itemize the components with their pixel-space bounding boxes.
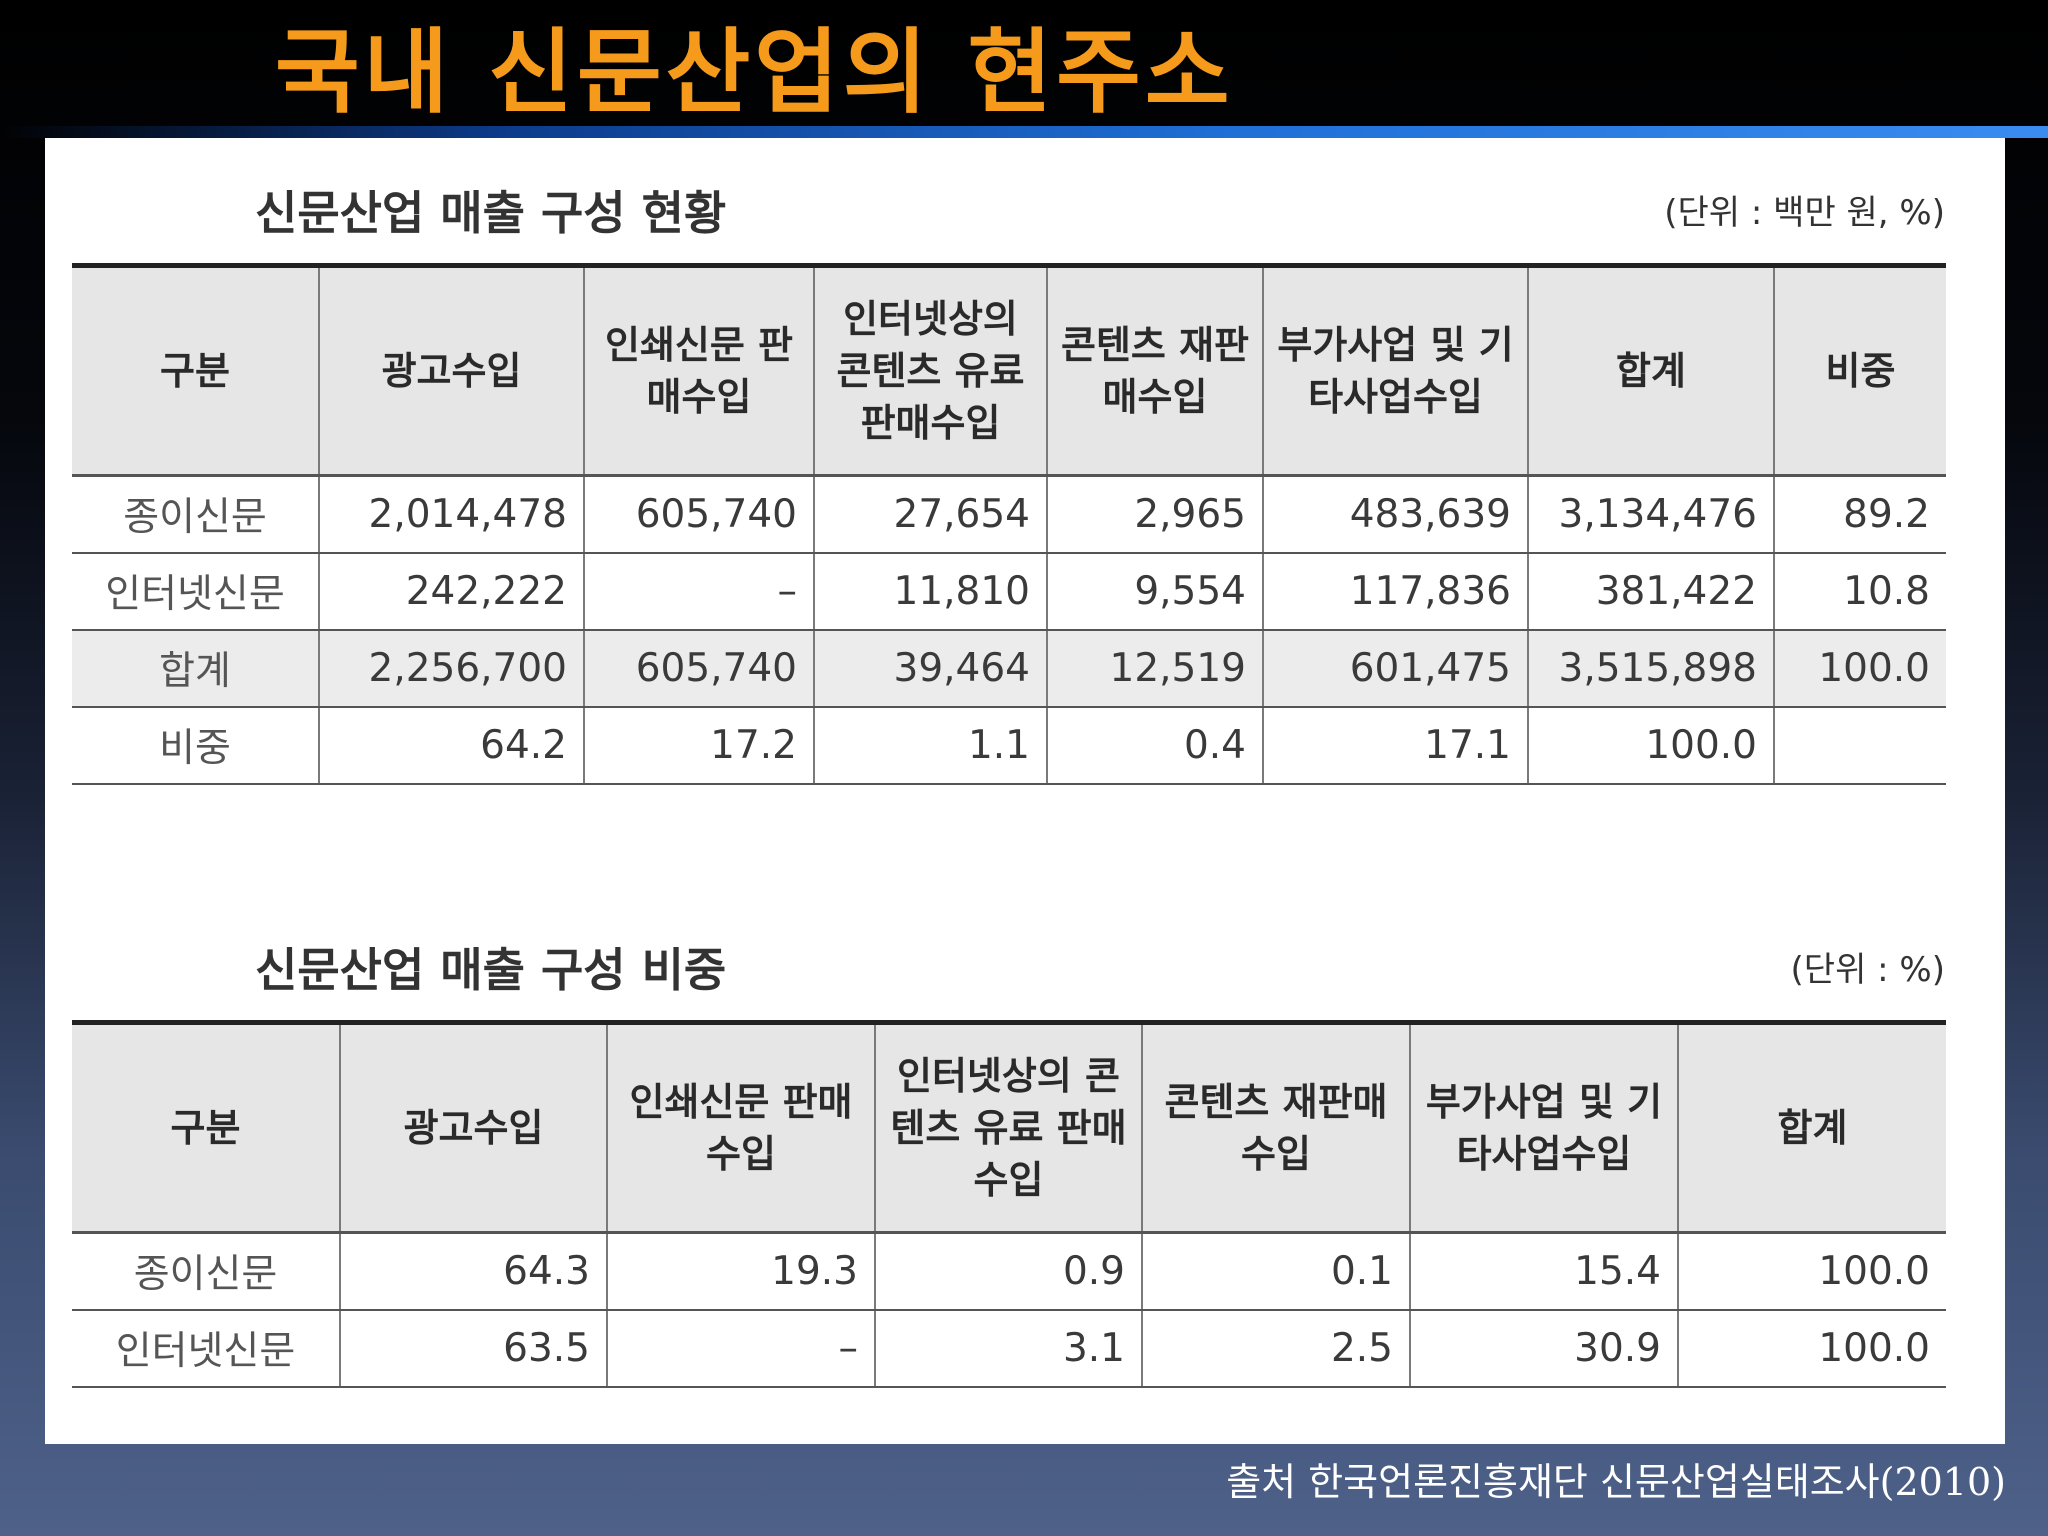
- table-cell: 64.3: [339, 1232, 607, 1311]
- row-label: 종이신문: [72, 475, 319, 554]
- table-cell: 2,014,478: [318, 475, 584, 554]
- content-panel: 신문산업 매출 구성 현황 (단위 : 백만 원, %) 구분 광고수입 인쇄신문 …: [45, 138, 2005, 1444]
- table1-col-header: 인쇄신문 판매수입: [583, 263, 814, 477]
- table2-col-header: 구분: [72, 1020, 340, 1234]
- table-cell: 12,519: [1046, 629, 1263, 708]
- table-cell: 3,515,898: [1527, 629, 1774, 708]
- table-cell: [1773, 706, 1946, 785]
- table-cell: 17.2: [583, 706, 814, 785]
- table-cell: 19.3: [606, 1232, 875, 1311]
- table-cell: 483,639: [1262, 475, 1528, 554]
- table-cell: 2,256,700: [318, 629, 584, 708]
- row-label: 인터넷신문: [72, 1309, 340, 1388]
- table1-unit: (단위 : 백만 원, %): [1664, 193, 1945, 233]
- slide-title: 국내 신문산업의 현주소: [275, 18, 1234, 126]
- table-cell: 10.8: [1773, 552, 1946, 631]
- table2-col-header: 합계: [1677, 1020, 1946, 1234]
- table2-title: 신문산업 매출 구성 비중: [255, 943, 727, 997]
- table-cell: 381,422: [1527, 552, 1774, 631]
- table1-col-header: 비중: [1773, 263, 1946, 477]
- table-cell: 89.2: [1773, 475, 1946, 554]
- table1-header: 신문산업 매출 구성 현황 (단위 : 백만 원, %): [45, 178, 2005, 248]
- table1-col-header: 광고수입: [318, 263, 584, 477]
- table-row: 종이신문 64.3 19.3 0.9 0.1 15.4 100.0: [72, 1232, 1946, 1311]
- row-label: 합계: [72, 629, 319, 708]
- table-row: 인터넷신문 63.5–3.1 2.5 30.9 100.0: [72, 1309, 1946, 1388]
- table-cell: 100.0: [1527, 706, 1774, 785]
- revenue-composition-table: 구분 광고수입 인쇄신문 판매수입 인터넷상의 콘텐츠 유료 판매수입 콘텐츠 재판매수…: [72, 263, 1946, 785]
- row-label: 인터넷신문: [72, 552, 319, 631]
- table-cell: 3,134,476: [1527, 475, 1774, 554]
- table2-col-header: 인쇄신문 판매수입: [606, 1020, 875, 1234]
- table-cell: 11,810: [813, 552, 1047, 631]
- table-row: 인터넷신문 242,222–11,810 9,554 117,836 381,422 10…: [72, 552, 1946, 631]
- table-cell: 0.4: [1046, 706, 1263, 785]
- table-cell: 2.5: [1141, 1309, 1410, 1388]
- table-cell: 2,965: [1046, 475, 1263, 554]
- table1-col-header: 부가사업 및 기타사업수입: [1262, 263, 1528, 477]
- table-cell: 64.2: [318, 706, 584, 785]
- table-cell: 0.9: [874, 1232, 1142, 1311]
- table-cell: 27,654: [813, 475, 1047, 554]
- table2-col-header: 부가사업 및 기타사업수입: [1409, 1020, 1678, 1234]
- table-cell: 100.0: [1677, 1232, 1946, 1311]
- table-cell: 100.0: [1677, 1309, 1946, 1388]
- table1-col-header: 합계: [1527, 263, 1774, 477]
- table-cell: 1.1: [813, 706, 1047, 785]
- table-row: 합계 2,256,700 605,740 39,464 12,519 601,475 3,5…: [72, 629, 1946, 708]
- table-cell: 39,464: [813, 629, 1047, 708]
- table2-col-header: 인터넷상의 콘텐츠 유료 판매수입: [874, 1020, 1142, 1234]
- table-cell: 601,475: [1262, 629, 1528, 708]
- table-cell: –: [583, 552, 814, 631]
- table2-header: 신문산업 매출 구성 비중 (단위 : %): [45, 935, 2005, 1005]
- table1-col-header: 콘텐츠 재판매수입: [1046, 263, 1263, 477]
- table-cell: 30.9: [1409, 1309, 1678, 1388]
- row-label: 비중: [72, 706, 319, 785]
- table1-col-header: 인터넷상의 콘텐츠 유료 판매수입: [813, 263, 1047, 477]
- table-row: 비중 64.2 17.2 1.1 0.4 17.1 100.0: [72, 706, 1946, 785]
- table2-header-row: 구분 광고수입 인쇄신문 판매수입 인터넷상의 콘텐츠 유료 판매수입 콘텐츠 재판매수…: [72, 1020, 1946, 1234]
- table2-unit: (단위 : %): [1790, 950, 1945, 990]
- table-cell: 63.5: [339, 1309, 607, 1388]
- table-cell: 100.0: [1773, 629, 1946, 708]
- table-cell: 0.1: [1141, 1232, 1410, 1311]
- table-row: 종이신문 2,014,478 605,740 27,654 2,965 483,639 3,…: [72, 475, 1946, 554]
- table-cell: –: [606, 1309, 875, 1388]
- table-cell: 605,740: [583, 475, 814, 554]
- table2-col-header: 광고수입: [339, 1020, 607, 1234]
- table-cell: 3.1: [874, 1309, 1142, 1388]
- table-cell: 17.1: [1262, 706, 1528, 785]
- table1-title: 신문산업 매출 구성 현황: [255, 186, 727, 240]
- source-citation: 출처 한국언론진흥재단 신문산업실태조사(2010): [1226, 1460, 2006, 1504]
- table-cell: 9,554: [1046, 552, 1263, 631]
- table-cell: 605,740: [583, 629, 814, 708]
- table1-col-header: 구분: [72, 263, 319, 477]
- table-cell: 117,836: [1262, 552, 1528, 631]
- table-cell: 242,222: [318, 552, 584, 631]
- table-cell: 15.4: [1409, 1232, 1678, 1311]
- revenue-share-table: 구분 광고수입 인쇄신문 판매수입 인터넷상의 콘텐츠 유료 판매수입 콘텐츠 재판매수…: [72, 1020, 1946, 1388]
- table2-col-header: 콘텐츠 재판매수입: [1141, 1020, 1410, 1234]
- table1-header-row: 구분 광고수입 인쇄신문 판매수입 인터넷상의 콘텐츠 유료 판매수입 콘텐츠 재판매수…: [72, 263, 1946, 477]
- title-underline-bar: [0, 126, 2048, 138]
- row-label: 종이신문: [72, 1232, 340, 1311]
